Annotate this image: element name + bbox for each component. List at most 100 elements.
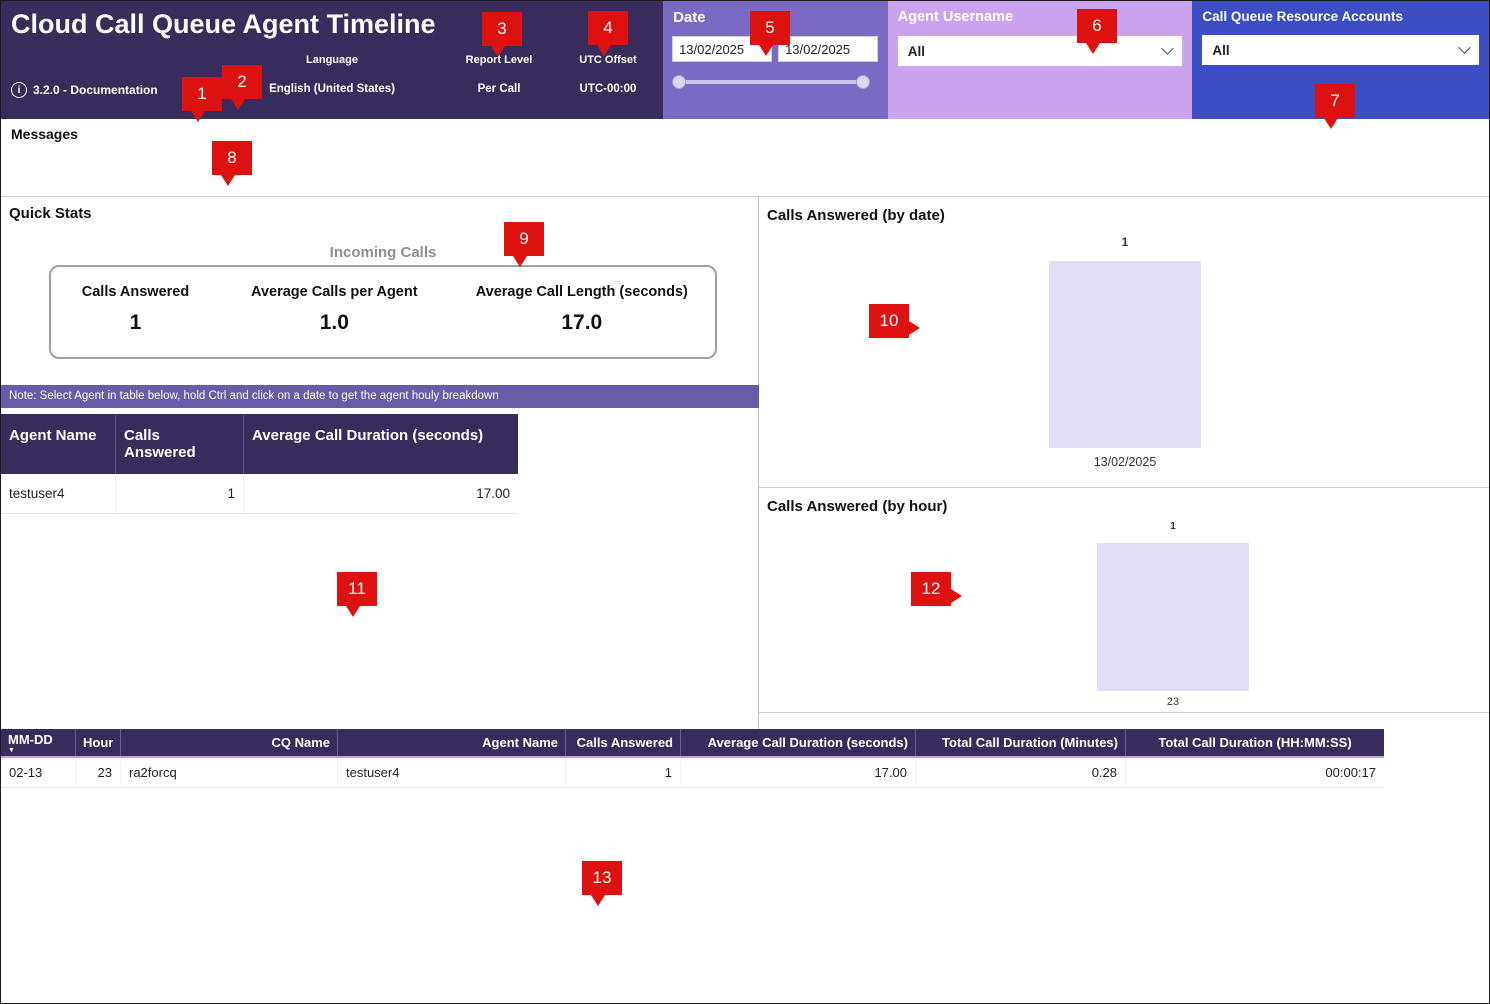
annotation-marker-12: 12: [911, 572, 962, 606]
chart-title: Calls Answered (by hour): [767, 498, 948, 515]
stat-label: Calls Answered: [81, 284, 190, 300]
annotation-marker-6: 6: [1077, 9, 1117, 54]
column-header-calls-answered[interactable]: Calls Answered: [566, 729, 681, 756]
annotation-marker-3: 3: [482, 12, 522, 57]
column-header-calls-answered[interactable]: Calls Answered: [116, 414, 244, 474]
chevron-down-icon: [1458, 41, 1471, 54]
call-detail-table: MM-DD ▼ Hour CQ Name Agent Name Calls An…: [1, 729, 1384, 788]
detail-table-header-row: MM-DD ▼ Hour CQ Name Agent Name Calls An…: [1, 729, 1384, 756]
report-level-label: Report Level: [465, 54, 533, 66]
report-level-value: Per Call: [477, 83, 521, 95]
stat-value: 1: [129, 311, 142, 334]
bar-value-label: 1: [1170, 521, 1176, 532]
agent-table-row[interactable]: testuser4 1 17.00: [1, 474, 518, 514]
column-header-cq-name[interactable]: CQ Name: [121, 729, 338, 756]
agent-username-filter-section: Agent Username All: [887, 1, 1193, 119]
column-header-hour[interactable]: Hour: [76, 729, 121, 756]
note-banner: Note: Select Agent in table below, hold …: [1, 385, 759, 408]
annotation-marker-9: 9: [504, 222, 544, 267]
annotation-marker-7: 7: [1315, 84, 1355, 129]
cell-calls-answered: 1: [566, 758, 681, 787]
column-header-agent-name[interactable]: Agent Name: [338, 729, 566, 756]
column-header-avg-call-duration[interactable]: Average Call Duration (seconds): [681, 729, 916, 756]
cell-mm-dd: 02-13: [1, 758, 76, 787]
quick-stats-panel: Quick Stats Incoming Calls Calls Answere…: [1, 197, 759, 729]
bar-by-hour[interactable]: [1097, 543, 1249, 691]
utc-offset-value: UTC-00:00: [579, 83, 637, 95]
cell-agent-name: testuser4: [1, 474, 116, 513]
date-range-slider[interactable]: [672, 74, 871, 90]
page-title: Cloud Call Queue Agent Timeline: [11, 9, 436, 39]
report-header: Cloud Call Queue Agent Timeline i 3.2.0 …: [1, 1, 1489, 119]
quick-stats-card: Calls Answered 1 Average Calls per Agent…: [49, 265, 717, 359]
stat-label: Average Calls per Agent: [251, 284, 418, 300]
language-field: Language English (United States): [267, 54, 397, 95]
chart-title: Calls Answered (by date): [767, 207, 945, 224]
date-filter-label: Date: [673, 9, 706, 26]
agent-username-dropdown[interactable]: All: [897, 36, 1183, 66]
agent-username-label: Agent Username: [897, 9, 1014, 25]
cell-avg-call-duration: 17.00: [681, 758, 916, 787]
stat-calls-answered: Calls Answered 1: [51, 284, 220, 357]
cq-resource-accounts-dropdown[interactable]: All: [1202, 35, 1479, 65]
stat-average-calls-per-agent: Average Calls per Agent 1.0: [220, 284, 449, 357]
agent-summary-table: Agent Name Calls Answered Average Call D…: [1, 414, 518, 514]
cell-cq-name: ra2forcq: [121, 758, 338, 787]
bar-value-label: 1: [1121, 237, 1129, 249]
charts-panel: Calls Answered (by date) 1 13/02/2025 Ca…: [759, 197, 1489, 729]
column-header-total-duration-hhmmss[interactable]: Total Call Duration (HH:MM:SS): [1158, 735, 1352, 750]
documentation-link[interactable]: i 3.2.0 - Documentation: [11, 82, 158, 98]
agent-table-header-row: Agent Name Calls Answered Average Call D…: [1, 414, 518, 474]
report-level-field: Report Level Per Call: [445, 54, 553, 95]
cell-hour: 23: [76, 758, 121, 787]
language-label: Language: [306, 54, 358, 66]
quick-stats-title: Quick Stats: [9, 205, 92, 222]
x-axis-category-label: 23: [1166, 696, 1180, 708]
chevron-down-icon: [1161, 42, 1175, 55]
version-text: 3.2.0 - Documentation: [33, 83, 158, 97]
date-end-input[interactable]: [778, 36, 879, 62]
stat-value: 1.0: [319, 311, 349, 334]
messages-label: Messages: [11, 126, 78, 142]
annotation-marker-10: 10: [869, 304, 920, 338]
stat-value: 17.0: [561, 311, 603, 334]
cell-agent-name: testuser4: [338, 758, 566, 787]
sort-descending-icon: ▼: [8, 746, 15, 754]
agent-username-selected-value: All: [907, 43, 926, 59]
cq-resource-accounts-selected-value: All: [1212, 42, 1230, 58]
table-header-underline: [1, 756, 1384, 758]
language-value: English (United States): [269, 83, 395, 95]
cell-total-duration-minutes: 0.28: [916, 758, 1126, 787]
incoming-calls-label: Incoming Calls: [329, 244, 437, 261]
slider-track: [678, 80, 865, 84]
stat-average-call-length: Average Call Length (seconds) 17.0: [449, 284, 715, 357]
annotation-marker-4: 4: [588, 11, 628, 56]
annotation-marker-8: 8: [212, 141, 252, 186]
annotation-marker-11: 11: [337, 572, 377, 617]
utc-offset-field: UTC Offset UTC-00:00: [557, 54, 659, 95]
cq-resource-accounts-label: Call Queue Resource Accounts: [1202, 9, 1403, 24]
stat-label: Average Call Length (seconds): [475, 284, 688, 300]
column-header-mm-dd[interactable]: MM-DD ▼: [1, 729, 76, 756]
column-header-total-duration-minutes[interactable]: Total Call Duration (Minutes): [916, 729, 1126, 756]
column-header-text: MM-DD: [8, 731, 53, 747]
annotation-marker-2: 2: [222, 65, 262, 110]
cell-avg-call-duration: 17.00: [476, 486, 510, 501]
chart-calls-answered-by-date: Calls Answered (by date) 1 13/02/2025: [759, 197, 1489, 488]
detail-table-row[interactable]: 02-13 23 ra2forcq testuser4 1 17.00 0.28…: [1, 758, 1384, 788]
column-header-avg-call-duration[interactable]: Average Call Duration (seconds): [252, 427, 484, 444]
x-axis-category-label: 13/02/2025: [1093, 455, 1157, 469]
slider-handle-end[interactable]: [856, 75, 871, 89]
cell-total-duration-hhmmss: 00:00:17: [1325, 765, 1376, 780]
annotation-marker-13: 13: [582, 861, 622, 906]
annotation-marker-5: 5: [750, 11, 790, 56]
cell-calls-answered: 1: [116, 474, 244, 513]
info-icon: i: [11, 82, 27, 98]
header-title-section: Cloud Call Queue Agent Timeline i 3.2.0 …: [1, 1, 664, 119]
utc-offset-label: UTC Offset: [579, 54, 637, 66]
column-header-agent-name[interactable]: Agent Name: [1, 414, 116, 474]
slider-handle-start[interactable]: [672, 75, 687, 89]
chart-calls-answered-by-hour: Calls Answered (by hour) 1 23: [759, 488, 1489, 713]
bar-by-date[interactable]: [1049, 261, 1201, 448]
